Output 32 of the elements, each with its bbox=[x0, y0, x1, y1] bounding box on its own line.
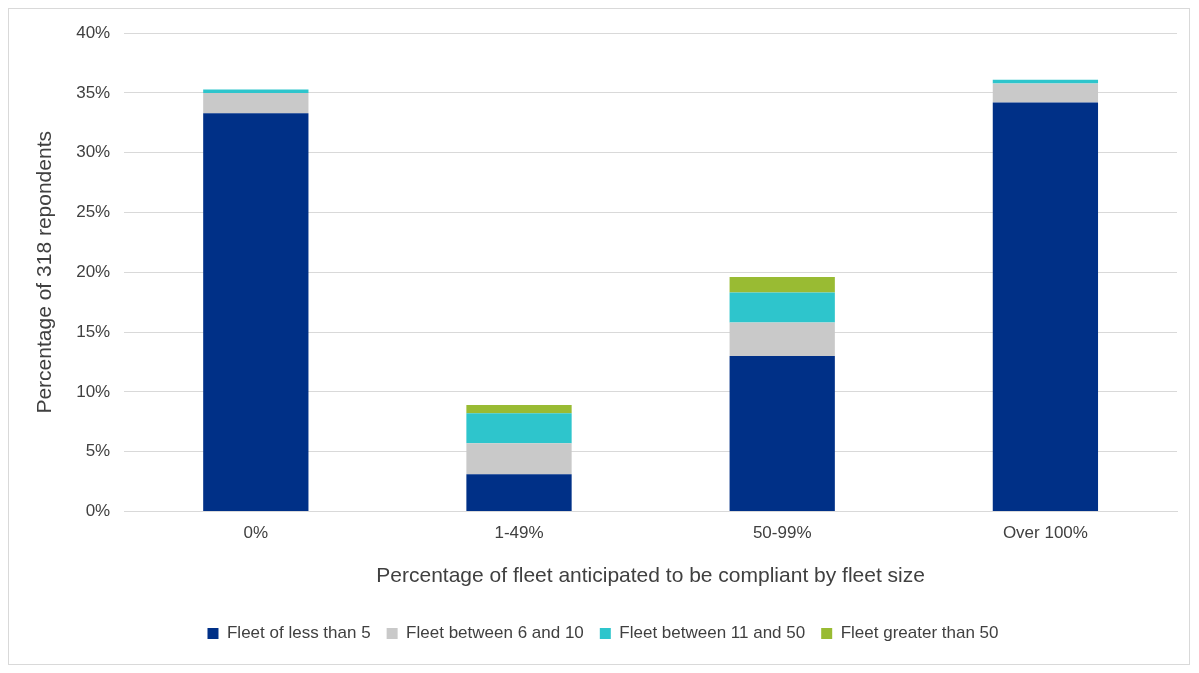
bar bbox=[992, 102, 1099, 511]
bar bbox=[203, 89, 309, 93]
bar bbox=[992, 83, 1099, 103]
y-tick-label: 40% bbox=[76, 22, 111, 42]
x-tick-label: Over 100% bbox=[1002, 523, 1088, 543]
bar bbox=[203, 92, 309, 114]
y-tick-label: 5% bbox=[85, 441, 111, 461]
x-axis-title: Percentage of fleet anticipated to be compliant by fleet size bbox=[376, 563, 925, 587]
bar bbox=[466, 474, 572, 511]
bar bbox=[729, 277, 835, 293]
bar bbox=[466, 443, 572, 475]
y-tick-label: 15% bbox=[76, 321, 111, 341]
bar bbox=[203, 113, 309, 511]
legend-label: Fleet between 6 and 10 bbox=[406, 623, 584, 643]
y-tick-label: 30% bbox=[76, 142, 111, 162]
x-tick-label: 1-49% bbox=[494, 523, 544, 543]
y-tick-label: 10% bbox=[76, 381, 111, 401]
bar bbox=[729, 355, 835, 511]
y-tick-label: 20% bbox=[76, 261, 111, 281]
y-tick-label: 25% bbox=[76, 202, 111, 222]
bar bbox=[729, 322, 835, 356]
x-tick-label: 0% bbox=[243, 523, 269, 543]
legend-label: Fleet greater than 50 bbox=[840, 623, 999, 643]
bar bbox=[729, 292, 835, 323]
legend-label: Fleet between 11 and 50 bbox=[619, 623, 806, 643]
legend-label: Fleet of less than 5 bbox=[226, 623, 371, 643]
x-tick-label: 50-99% bbox=[752, 523, 812, 543]
y-axis-title: Percentage of 318 repondents bbox=[32, 131, 56, 414]
bar bbox=[466, 405, 572, 414]
y-tick-label: 0% bbox=[85, 501, 111, 521]
y-tick-label: 35% bbox=[76, 82, 111, 102]
bar bbox=[466, 413, 572, 444]
